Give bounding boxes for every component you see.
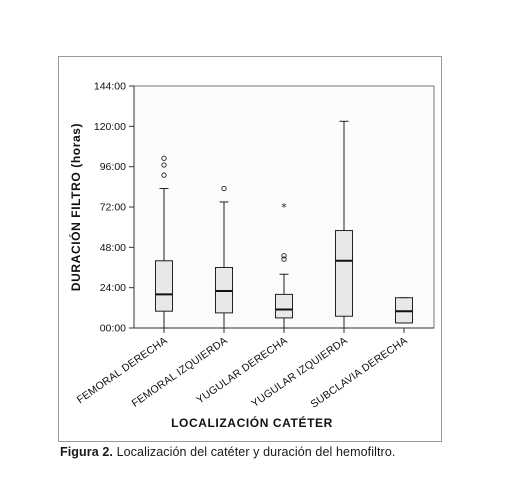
x-category-label: SUBCLAVIA DERECHA xyxy=(308,335,409,411)
y-tick-label: 96:00 xyxy=(100,161,126,173)
y-axis: 00:00 24:00 48:00 72:00 96:00 120:00 144:00 xyxy=(94,81,135,335)
caption-text: Localización del catéter y duración del … xyxy=(116,445,396,459)
iqr-box xyxy=(275,293,293,319)
y-tick-label: 00:00 xyxy=(100,323,126,335)
outlier-point xyxy=(161,162,167,168)
boxes: * xyxy=(155,120,413,329)
x-category-label: FEMORAL IZQUIERDA xyxy=(130,335,230,410)
iqr-box xyxy=(155,260,173,312)
caption-label: Figura 2. xyxy=(60,445,113,459)
outlier-point xyxy=(221,185,227,192)
outlier-point xyxy=(281,253,287,259)
outlier-point xyxy=(281,256,287,262)
box-group xyxy=(215,185,233,329)
figure-caption: Figura 2. Localización del catéter y dur… xyxy=(60,445,500,459)
iqr-box xyxy=(335,230,353,317)
x-axis-title: LOCALIZACIÓN CATÉTER xyxy=(171,415,333,430)
box-plot-chart: 00:00 24:00 48:00 72:00 96:00 120:00 144:00 FE… xyxy=(68,81,435,430)
y-tick-label: 72:00 xyxy=(100,202,126,214)
box-group xyxy=(335,120,353,329)
y-axis-title: DURACIÓN FILTRO (horas) xyxy=(68,123,83,291)
extreme-point: * xyxy=(281,201,287,214)
y-tick-label: 48:00 xyxy=(100,242,126,254)
x-category-label: YUGULAR IZQUIERDA xyxy=(249,335,349,410)
y-tick-label: 120:00 xyxy=(94,121,126,133)
box-group xyxy=(155,155,173,329)
y-tick-label: 24:00 xyxy=(100,282,126,294)
outlier-point xyxy=(161,155,167,161)
box-group: * xyxy=(275,201,293,329)
box-group xyxy=(395,297,413,324)
figure-frame xyxy=(58,56,442,442)
outlier-point xyxy=(161,172,167,178)
y-tick-label: 144:00 xyxy=(94,81,126,93)
